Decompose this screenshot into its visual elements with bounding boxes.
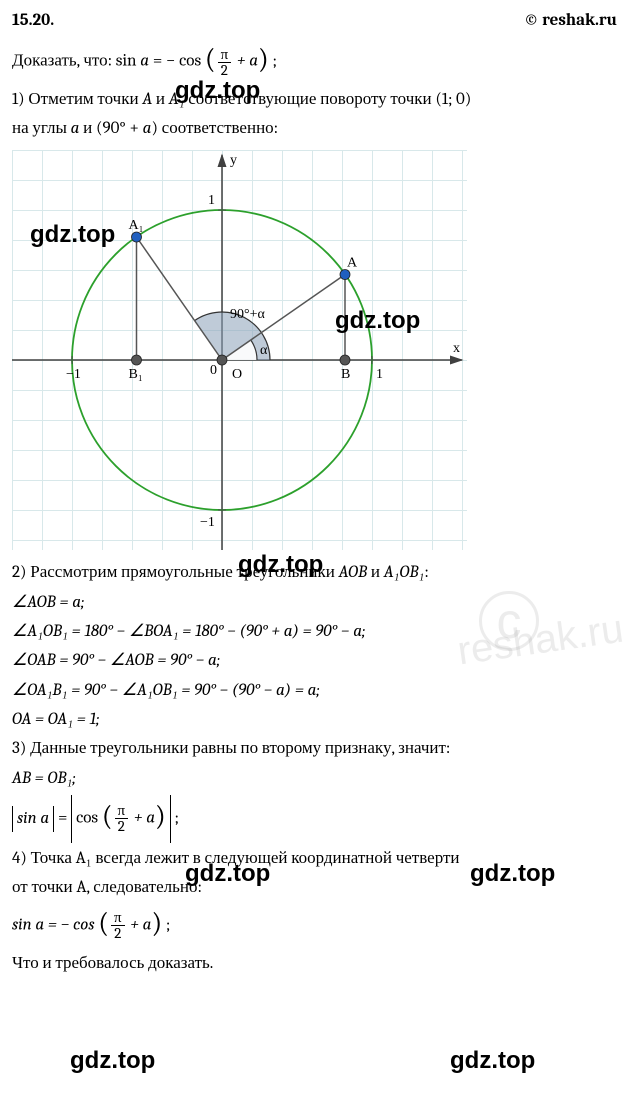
t: cos xyxy=(76,809,102,828)
lparen-icon: ( xyxy=(205,43,216,75)
step2-l5: OA = OA₁ = 1; xyxy=(12,707,617,733)
t: ) соответственно: xyxy=(151,119,278,138)
rparen-icon: ) xyxy=(151,907,162,939)
t: ; xyxy=(174,809,179,828)
step4-l1: 4) Точка A₁ всегда лежит в следующей коо… xyxy=(12,846,617,872)
problem-number: 15.20. xyxy=(12,8,54,34)
prove-plus-a: + a xyxy=(233,52,258,71)
svg-text:x: x xyxy=(453,341,460,356)
qed: Что и требовалось доказать. xyxy=(12,951,617,977)
t: 2 xyxy=(111,926,125,941)
svg-text:B: B xyxy=(341,367,350,382)
t: и (90° + xyxy=(79,119,142,138)
t: sin a = − cos xyxy=(12,916,98,935)
t: и xyxy=(152,90,169,109)
svg-text:0: 0 xyxy=(210,363,217,378)
svg-text:y: y xyxy=(230,153,237,168)
lparen-icon: ( xyxy=(102,800,113,832)
svg-text:−1: −1 xyxy=(200,515,215,530)
svg-text:B₁: B₁ xyxy=(129,367,143,382)
t: : xyxy=(424,563,429,582)
frac-den: 2 xyxy=(218,63,232,78)
t: = xyxy=(58,809,71,828)
step2-l4: ∠OA₁B₁ = 90° − ∠A₁OB₁ = 90° − (90° − a) … xyxy=(12,678,617,704)
prove-statement: Доказать, что: sin a = − cos (π2 + a) ; xyxy=(12,40,617,83)
t: соответствующие повороту точки (1; 0) xyxy=(185,90,472,109)
svg-text:90°+α: 90°+α xyxy=(230,307,265,322)
prove-suffix: ; xyxy=(269,52,277,71)
rparen-icon: ) xyxy=(258,43,269,75)
abs-cos: cos (π2 + a) xyxy=(71,795,171,842)
frac: π2 xyxy=(111,910,125,941)
svg-text:1: 1 xyxy=(208,193,215,208)
t: sin a xyxy=(17,809,49,828)
t: A₁OB₁ xyxy=(384,563,425,582)
svg-text:1: 1 xyxy=(376,367,383,382)
step4-l2: от точки A, следовательно: xyxy=(12,875,617,901)
gdz-watermark: gdz.top xyxy=(450,1042,535,1079)
t: + a xyxy=(130,809,155,828)
step1-line2: на углы a и (90° + a) соответственно: xyxy=(12,116,617,142)
t: на углы xyxy=(12,119,71,138)
t: A₁ xyxy=(169,90,185,109)
step3-intro: 3) Данные треугольники равны по второму … xyxy=(12,736,617,762)
step1-line1: 1) Отметим точки A и A₁ соответствующие … xyxy=(12,87,617,113)
t: от точки A, следовательно: xyxy=(12,878,202,897)
svg-text:−1: −1 xyxy=(66,367,81,382)
site-credit: © reshak.ru xyxy=(524,8,617,34)
t: + a xyxy=(127,916,152,935)
svg-text:O: O xyxy=(232,367,242,382)
rparen-icon: ) xyxy=(155,800,166,832)
prove-prefix: Доказать, что: xyxy=(12,52,116,71)
diagram-svg: y x O0 A A₁ B B₁ −1 1 1 −1 α 90°+α xyxy=(12,150,467,550)
unit-circle-diagram: y x O0 A A₁ B B₁ −1 1 1 −1 α 90°+α xyxy=(12,150,467,550)
t: ; xyxy=(162,916,170,935)
step4-eq: sin a = − cos (π2 + a) ; xyxy=(12,904,617,947)
t: 1) Отметим точки xyxy=(12,90,142,109)
abs-sin: sin a xyxy=(12,806,54,832)
step3-abs: sin a = cos (π2 + a) ; xyxy=(12,795,617,842)
frac: π2 xyxy=(115,803,129,834)
prove-eq: = − cos xyxy=(153,52,205,71)
prove-sin: sin xyxy=(116,52,141,71)
svg-text:A₁: A₁ xyxy=(129,218,144,233)
t: 2) Рассмотрим прямоугольные треугольники xyxy=(12,563,339,582)
svg-text:A: A xyxy=(347,256,358,271)
t: 4) Точка A₁ всегда лежит в следующей коо… xyxy=(12,849,460,868)
t: и xyxy=(367,563,384,582)
gdz-watermark: gdz.top xyxy=(70,1042,155,1079)
step3-eq1: AB = OB₁; xyxy=(12,766,617,792)
t: AOB xyxy=(339,563,368,582)
t: A xyxy=(142,90,152,109)
prove-a: a xyxy=(140,52,149,71)
step2-intro: 2) Рассмотрим прямоугольные треугольники… xyxy=(12,560,617,586)
lparen-icon: ( xyxy=(98,907,109,939)
prove-frac: π2 xyxy=(218,47,232,78)
svg-text:α: α xyxy=(260,343,268,358)
t: 2 xyxy=(115,819,129,834)
